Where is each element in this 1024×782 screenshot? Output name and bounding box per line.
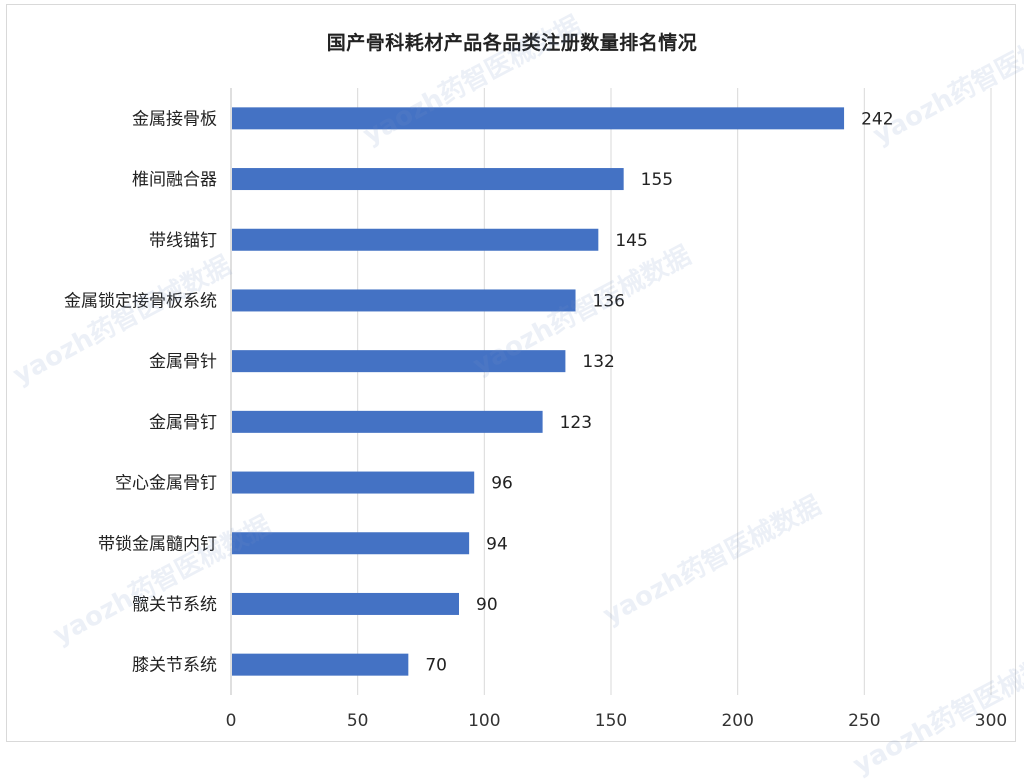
- bar: [232, 653, 409, 676]
- bar: [232, 532, 470, 555]
- bars: [232, 107, 845, 676]
- x-tick-label: 250: [848, 711, 880, 731]
- bar: [232, 228, 599, 251]
- bar: [232, 471, 475, 494]
- x-tick-label: 200: [721, 711, 753, 731]
- category-label: 带线锚钉: [149, 231, 217, 251]
- bar: [232, 350, 566, 373]
- value-label: 94: [486, 534, 508, 554]
- category-label: 膝关节系统: [132, 656, 217, 676]
- category-label: 金属骨针: [149, 352, 217, 372]
- bar: [232, 107, 845, 130]
- x-tick-label: 50: [347, 711, 369, 731]
- category-label: 带锁金属髓内钉: [98, 534, 217, 554]
- category-label: 椎间融合器: [132, 170, 217, 190]
- category-label: 髋关节系统: [132, 595, 217, 615]
- value-label: 96: [491, 474, 513, 494]
- value-label: 145: [615, 231, 647, 251]
- x-tick-label: 300: [975, 711, 1007, 731]
- bar-chart: 0 50 100 150 200 250 300 金属接骨板 242 椎间融合器 155 带线锚钉 14…: [64, 88, 1007, 731]
- bar: [232, 592, 459, 615]
- value-label: 123: [560, 413, 592, 433]
- x-tick-label: 150: [595, 711, 627, 731]
- value-label: 132: [582, 352, 614, 372]
- bar: [232, 410, 543, 433]
- value-label: 155: [641, 170, 673, 190]
- bar: [232, 289, 576, 312]
- x-tick-label: 100: [468, 711, 500, 731]
- bar: [232, 168, 624, 191]
- value-label: 136: [593, 291, 625, 311]
- labels: 0 50 100 150 200 250 300 金属接骨板 242 椎间融合器 155 带线锚钉 14…: [64, 109, 1007, 731]
- value-label: 242: [861, 109, 893, 129]
- category-label: 金属骨钉: [149, 413, 217, 433]
- x-tick-label: 0: [226, 711, 237, 731]
- category-label: 空心金属骨钉: [115, 474, 217, 494]
- gridlines: [230, 88, 992, 695]
- chart-title: 国产骨科耗材产品各品类注册数量排名情况: [326, 32, 698, 54]
- category-label: 金属锁定接骨板系统: [64, 291, 217, 311]
- value-label: 70: [425, 656, 447, 676]
- value-label: 90: [476, 595, 498, 615]
- category-label: 金属接骨板: [132, 109, 217, 129]
